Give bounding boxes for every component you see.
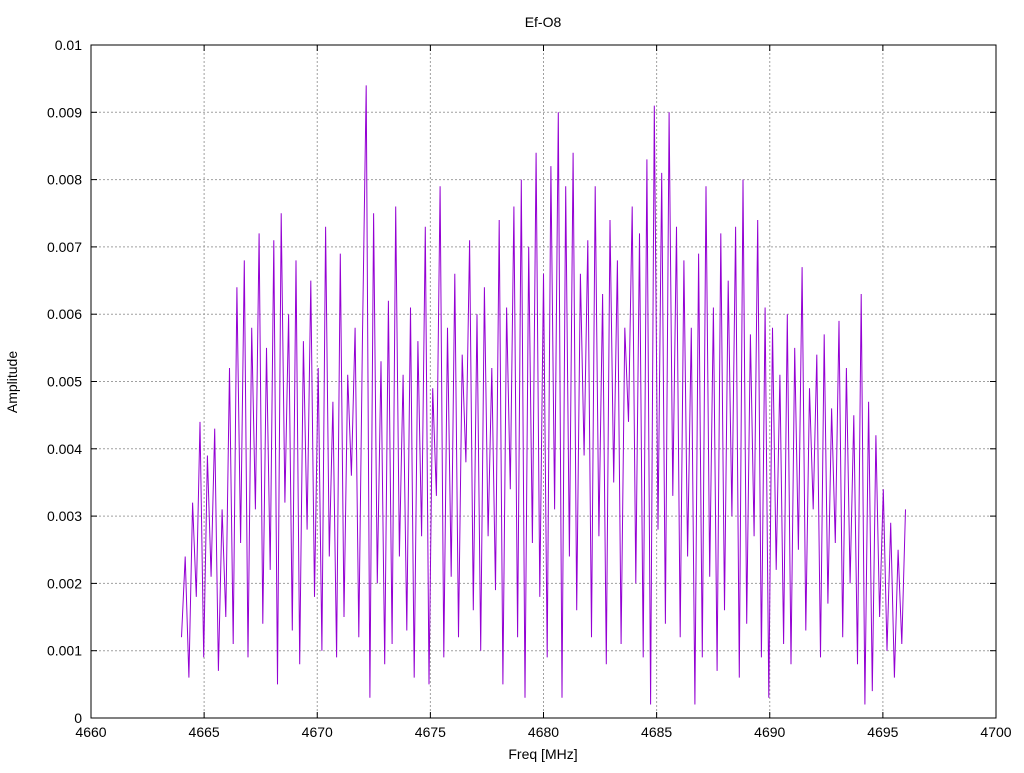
- plot-frame: [90, 44, 997, 719]
- y-tick-label: 0: [74, 710, 82, 726]
- y-tick-label: 0.01: [55, 37, 82, 53]
- y-tick-label: 0.002: [47, 575, 82, 591]
- ticks: 4660 4665 4670 4675 4680 4685 4690 4695 4700 0 0.0…: [47, 37, 1012, 740]
- series-line: [181, 85, 906, 705]
- y-tick-label: 0.009: [47, 104, 82, 120]
- x-tick-label: 4700: [980, 724, 1011, 740]
- y-axis-label: Amplitude: [4, 351, 20, 413]
- x-tick-label: 4685: [641, 724, 672, 740]
- x-tick-label: 4690: [754, 724, 785, 740]
- x-axis-label: Freq [MHz]: [508, 746, 577, 762]
- x-tick-label: 4670: [302, 724, 333, 740]
- y-tick-label: 0.005: [47, 374, 82, 390]
- y-tick-label: 0.001: [47, 643, 82, 659]
- y-tick-label: 0.006: [47, 306, 82, 322]
- x-tick-label: 4675: [415, 724, 446, 740]
- y-tick-label: 0.004: [47, 441, 82, 457]
- y-tick-label: 0.008: [47, 172, 82, 188]
- y-tick-label: 0.007: [47, 239, 82, 255]
- x-tick-label: 4695: [867, 724, 898, 740]
- x-tick-label: 4665: [189, 724, 220, 740]
- y-tick-label: 0.003: [47, 508, 82, 524]
- chart-title: Ef-O8: [525, 14, 562, 30]
- x-tick-label: 4680: [528, 724, 559, 740]
- x-tick-label: 4660: [75, 724, 106, 740]
